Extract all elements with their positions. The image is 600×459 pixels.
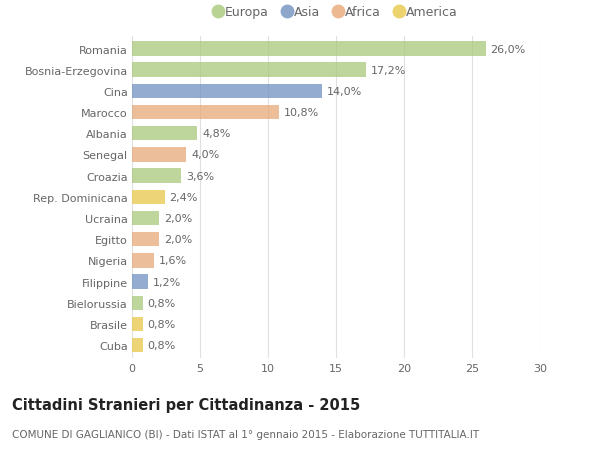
Bar <box>132 190 164 205</box>
Text: 4,0%: 4,0% <box>191 150 220 160</box>
Bar <box>132 169 181 184</box>
Legend: Europa, Asia, Africa, America: Europa, Asia, Africa, America <box>209 1 463 24</box>
Bar <box>132 148 187 162</box>
Text: 10,8%: 10,8% <box>284 108 319 118</box>
Text: 26,0%: 26,0% <box>490 45 526 55</box>
Bar <box>132 127 197 141</box>
Text: 0,8%: 0,8% <box>148 298 176 308</box>
Bar <box>132 253 154 268</box>
Text: COMUNE DI GAGLIANICO (BI) - Dati ISTAT al 1° gennaio 2015 - Elaborazione TUTTITA: COMUNE DI GAGLIANICO (BI) - Dati ISTAT a… <box>12 429 479 439</box>
Bar <box>132 106 279 120</box>
Bar <box>132 63 366 78</box>
Text: 4,8%: 4,8% <box>202 129 230 139</box>
Bar <box>132 317 143 331</box>
Bar <box>132 211 159 226</box>
Text: 1,2%: 1,2% <box>153 277 181 287</box>
Bar <box>132 296 143 310</box>
Bar <box>132 275 148 289</box>
Bar <box>132 232 159 247</box>
Bar <box>132 42 485 56</box>
Text: 2,0%: 2,0% <box>164 235 192 245</box>
Text: 0,8%: 0,8% <box>148 340 176 350</box>
Text: Cittadini Stranieri per Cittadinanza - 2015: Cittadini Stranieri per Cittadinanza - 2… <box>12 397 360 412</box>
Text: 2,0%: 2,0% <box>164 213 192 224</box>
Text: 0,8%: 0,8% <box>148 319 176 329</box>
Bar <box>132 338 143 353</box>
Text: 17,2%: 17,2% <box>371 66 406 76</box>
Text: 1,6%: 1,6% <box>158 256 187 266</box>
Bar <box>132 84 322 99</box>
Text: 2,4%: 2,4% <box>169 192 198 202</box>
Text: 14,0%: 14,0% <box>327 87 362 97</box>
Text: 3,6%: 3,6% <box>186 171 214 181</box>
